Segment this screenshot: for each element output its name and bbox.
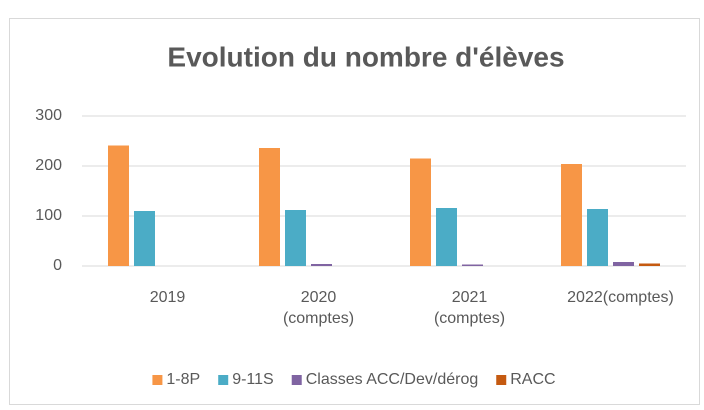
legend-label: 1-8P (166, 371, 200, 388)
legend-label: RACC (510, 371, 555, 388)
bar (587, 209, 608, 266)
y-tick-label: 0 (53, 257, 62, 274)
x-tick-label: 2021 (comptes) (433, 289, 506, 327)
bar (613, 262, 634, 266)
bar (285, 210, 306, 266)
bar (639, 263, 660, 266)
y-tick-label: 100 (35, 207, 62, 224)
bar (108, 145, 129, 266)
bar (561, 164, 582, 266)
x-tick-label: 2019 (149, 289, 186, 306)
legend-swatch (152, 375, 163, 385)
bar (410, 158, 431, 266)
x-tick-label: 2022(comptes) (567, 289, 674, 306)
y-tick-label: 300 (35, 107, 62, 124)
bar (134, 211, 155, 266)
x-tick-label: 2020 (comptes) (282, 289, 355, 327)
bar (462, 264, 483, 266)
legend-swatch (218, 375, 229, 385)
legend-swatch (291, 375, 302, 385)
bar (259, 148, 280, 266)
y-tick-label: 200 (35, 157, 62, 174)
legend-label: 9-11S (232, 371, 274, 388)
legend-label: Classes ACC/Dev/dérog (306, 371, 479, 388)
legend-swatch (496, 375, 507, 385)
bar (436, 208, 457, 266)
bar (311, 264, 332, 266)
chart-title: Evolution du nombre d'élèves (167, 41, 564, 72)
